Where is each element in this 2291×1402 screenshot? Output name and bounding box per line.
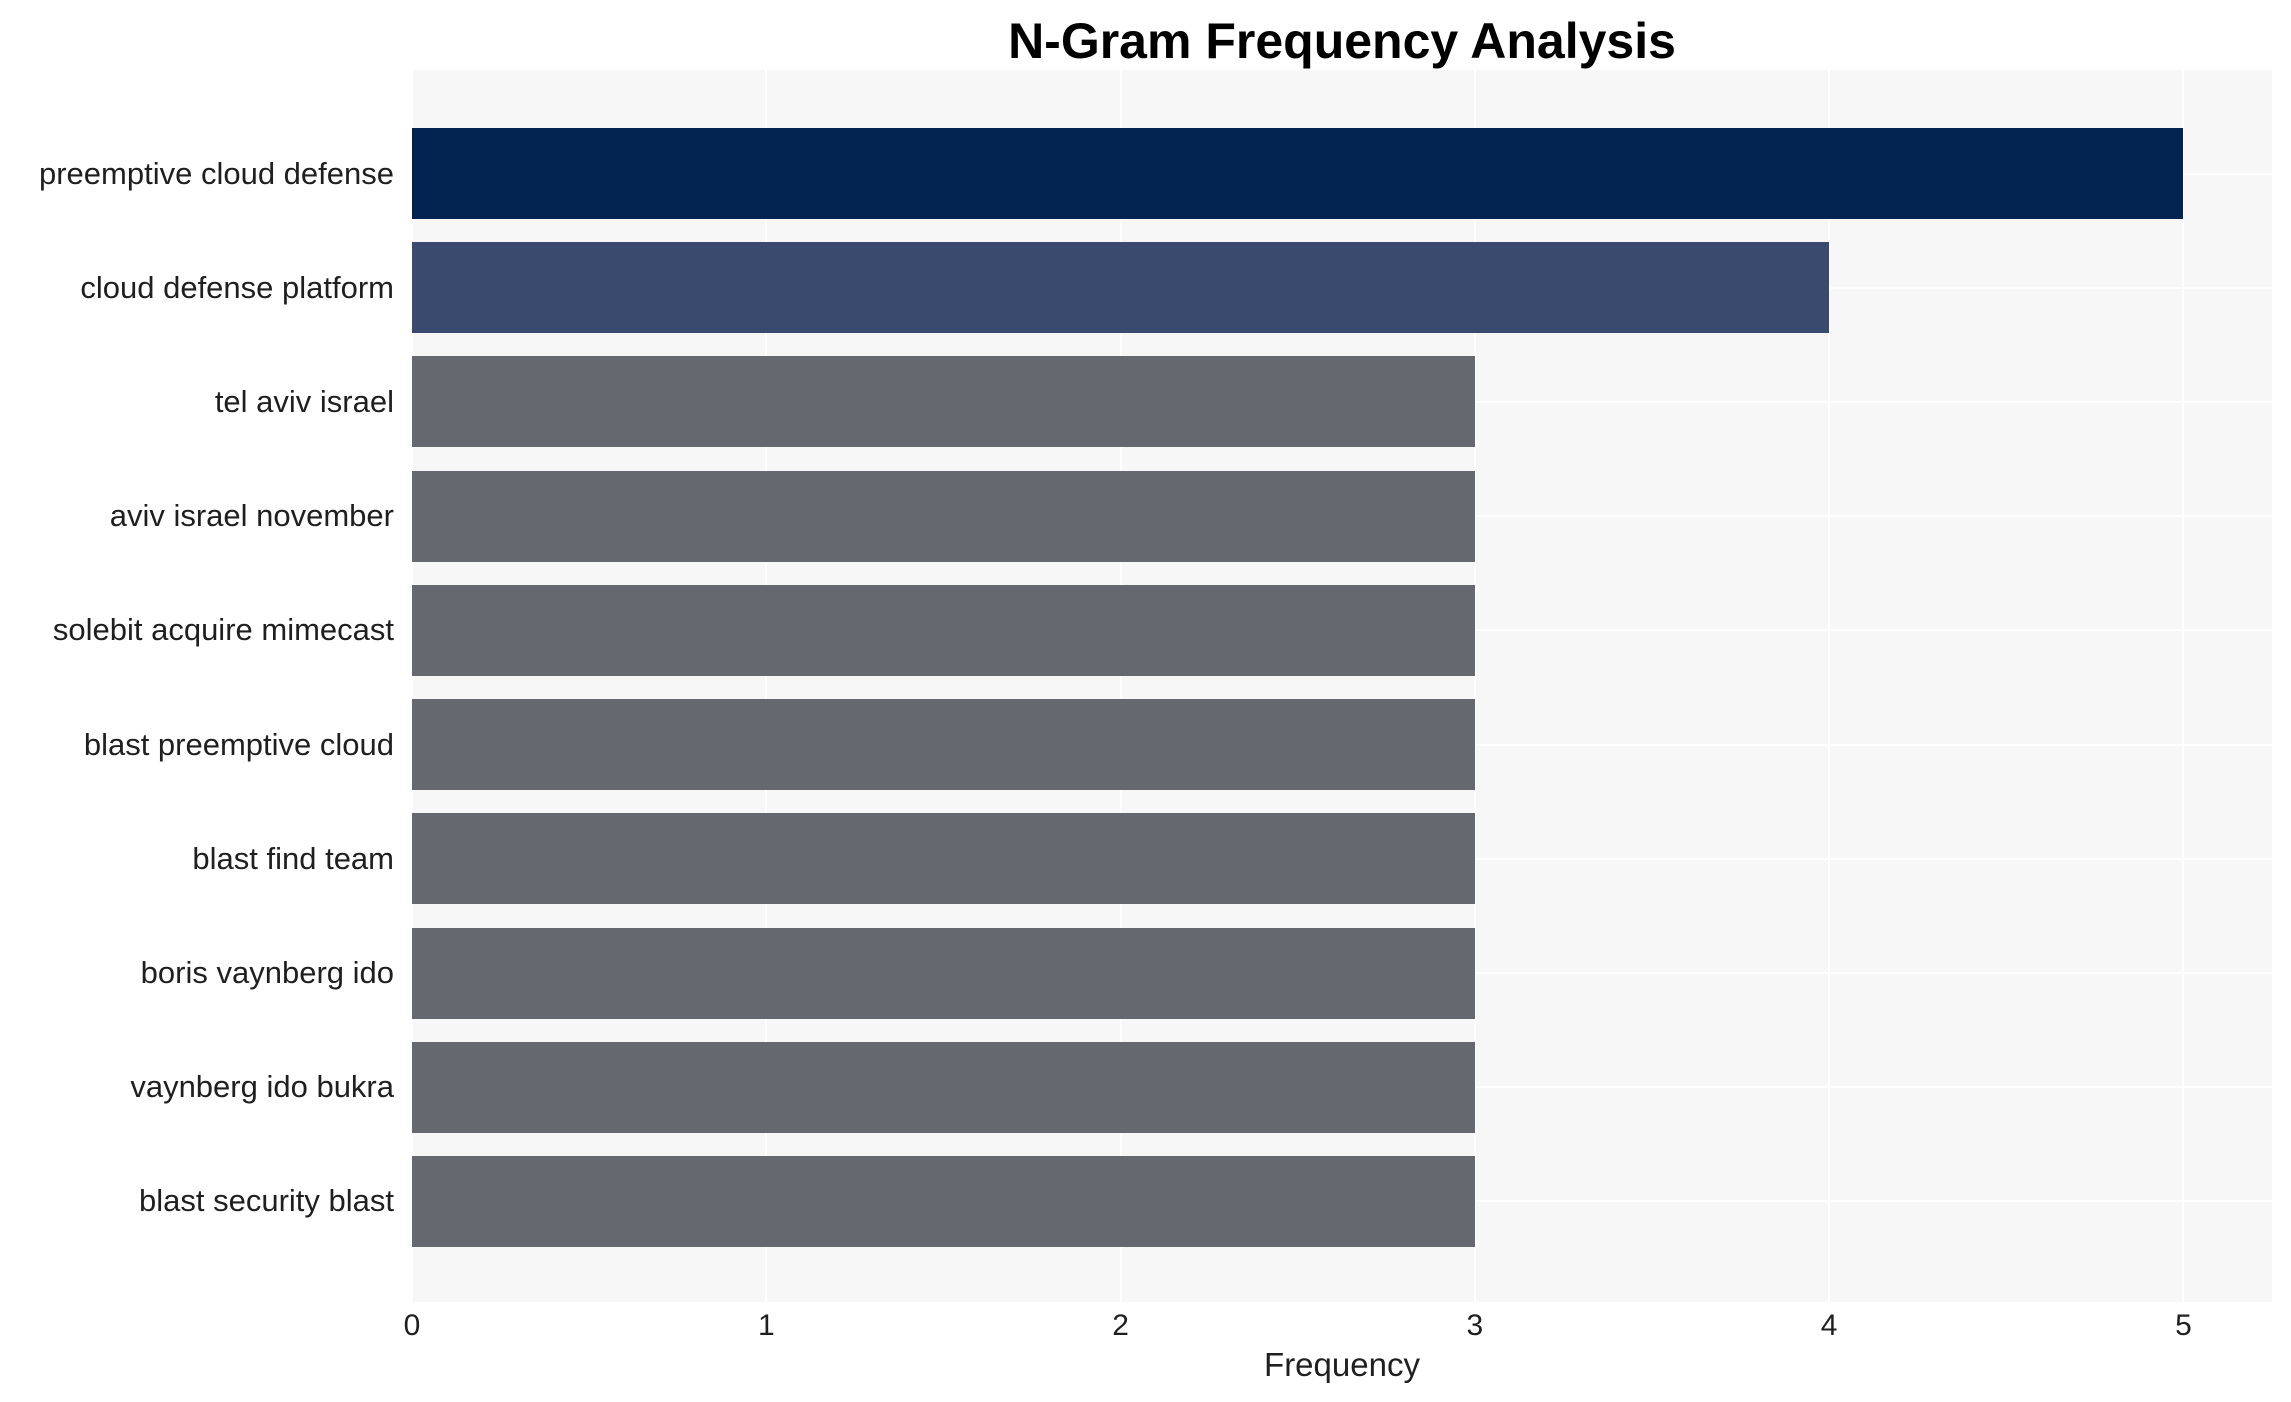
bar bbox=[412, 1041, 1475, 1133]
y-tick-label: tel aviv israel bbox=[214, 383, 394, 419]
x-tick-label: 2 bbox=[1112, 1309, 1129, 1342]
vertical-gridline-3 bbox=[1473, 70, 1476, 1302]
bar-row bbox=[412, 242, 2272, 334]
bar bbox=[412, 813, 1475, 905]
y-axis-labels: preemptive cloud defense cloud defense pl… bbox=[0, 70, 402, 1302]
y-tick-label: boris vaynberg ido bbox=[140, 955, 394, 991]
bar-row bbox=[412, 699, 2272, 791]
bar bbox=[412, 128, 2184, 219]
bar bbox=[412, 242, 1830, 334]
x-axis-label: Frequency bbox=[1264, 1346, 1420, 1383]
vertical-gridline-1 bbox=[765, 70, 768, 1302]
bar-row bbox=[412, 1155, 2272, 1247]
y-tick-label: blast security blast bbox=[139, 1183, 394, 1219]
vertical-gridline-2 bbox=[1119, 70, 1122, 1302]
y-tick-label: vaynberg ido bukra bbox=[130, 1069, 394, 1105]
vertical-gridline-4 bbox=[1828, 70, 1831, 1302]
bar-row bbox=[412, 927, 2272, 1019]
bar bbox=[412, 927, 1475, 1019]
x-tick-label: 0 bbox=[403, 1309, 421, 1342]
bar bbox=[412, 584, 1475, 676]
bar bbox=[412, 470, 1475, 562]
vertical-gridline-5 bbox=[2182, 70, 2185, 1302]
vertical-gridline-0 bbox=[411, 70, 413, 1302]
bar bbox=[412, 699, 1475, 791]
x-tick-label: 1 bbox=[757, 1309, 775, 1342]
y-tick-label: aviv israel november bbox=[109, 498, 394, 534]
bar-row bbox=[412, 813, 2272, 905]
bar-row bbox=[412, 1041, 2272, 1133]
y-tick-label: preemptive cloud defense bbox=[38, 155, 394, 191]
bar-rows bbox=[412, 70, 2272, 1302]
y-tick-label: solebit acquire mimecast bbox=[52, 612, 394, 648]
x-tick-label: 4 bbox=[1820, 1309, 1838, 1342]
y-tick-label: cloud defense platform bbox=[80, 269, 394, 305]
bar bbox=[412, 356, 1475, 448]
plot-area bbox=[411, 70, 2272, 1302]
x-tick-label: 5 bbox=[2175, 1309, 2192, 1342]
x-tick-label: 3 bbox=[1466, 1309, 1484, 1342]
y-tick-label: blast preemptive cloud bbox=[83, 726, 394, 762]
bar bbox=[412, 1155, 1475, 1247]
x-axis-ticks: 0 1 2 3 4 5 bbox=[404, 1302, 2272, 1346]
bar-row bbox=[412, 470, 2272, 562]
bar-row bbox=[412, 356, 2272, 448]
chart-title: N-Gram Frequency Analysis bbox=[1008, 13, 1676, 69]
bar-row bbox=[412, 584, 2272, 676]
y-tick-label: blast find team bbox=[192, 840, 394, 876]
gridlines bbox=[411, 70, 2272, 1302]
bar-row bbox=[412, 128, 2272, 219]
